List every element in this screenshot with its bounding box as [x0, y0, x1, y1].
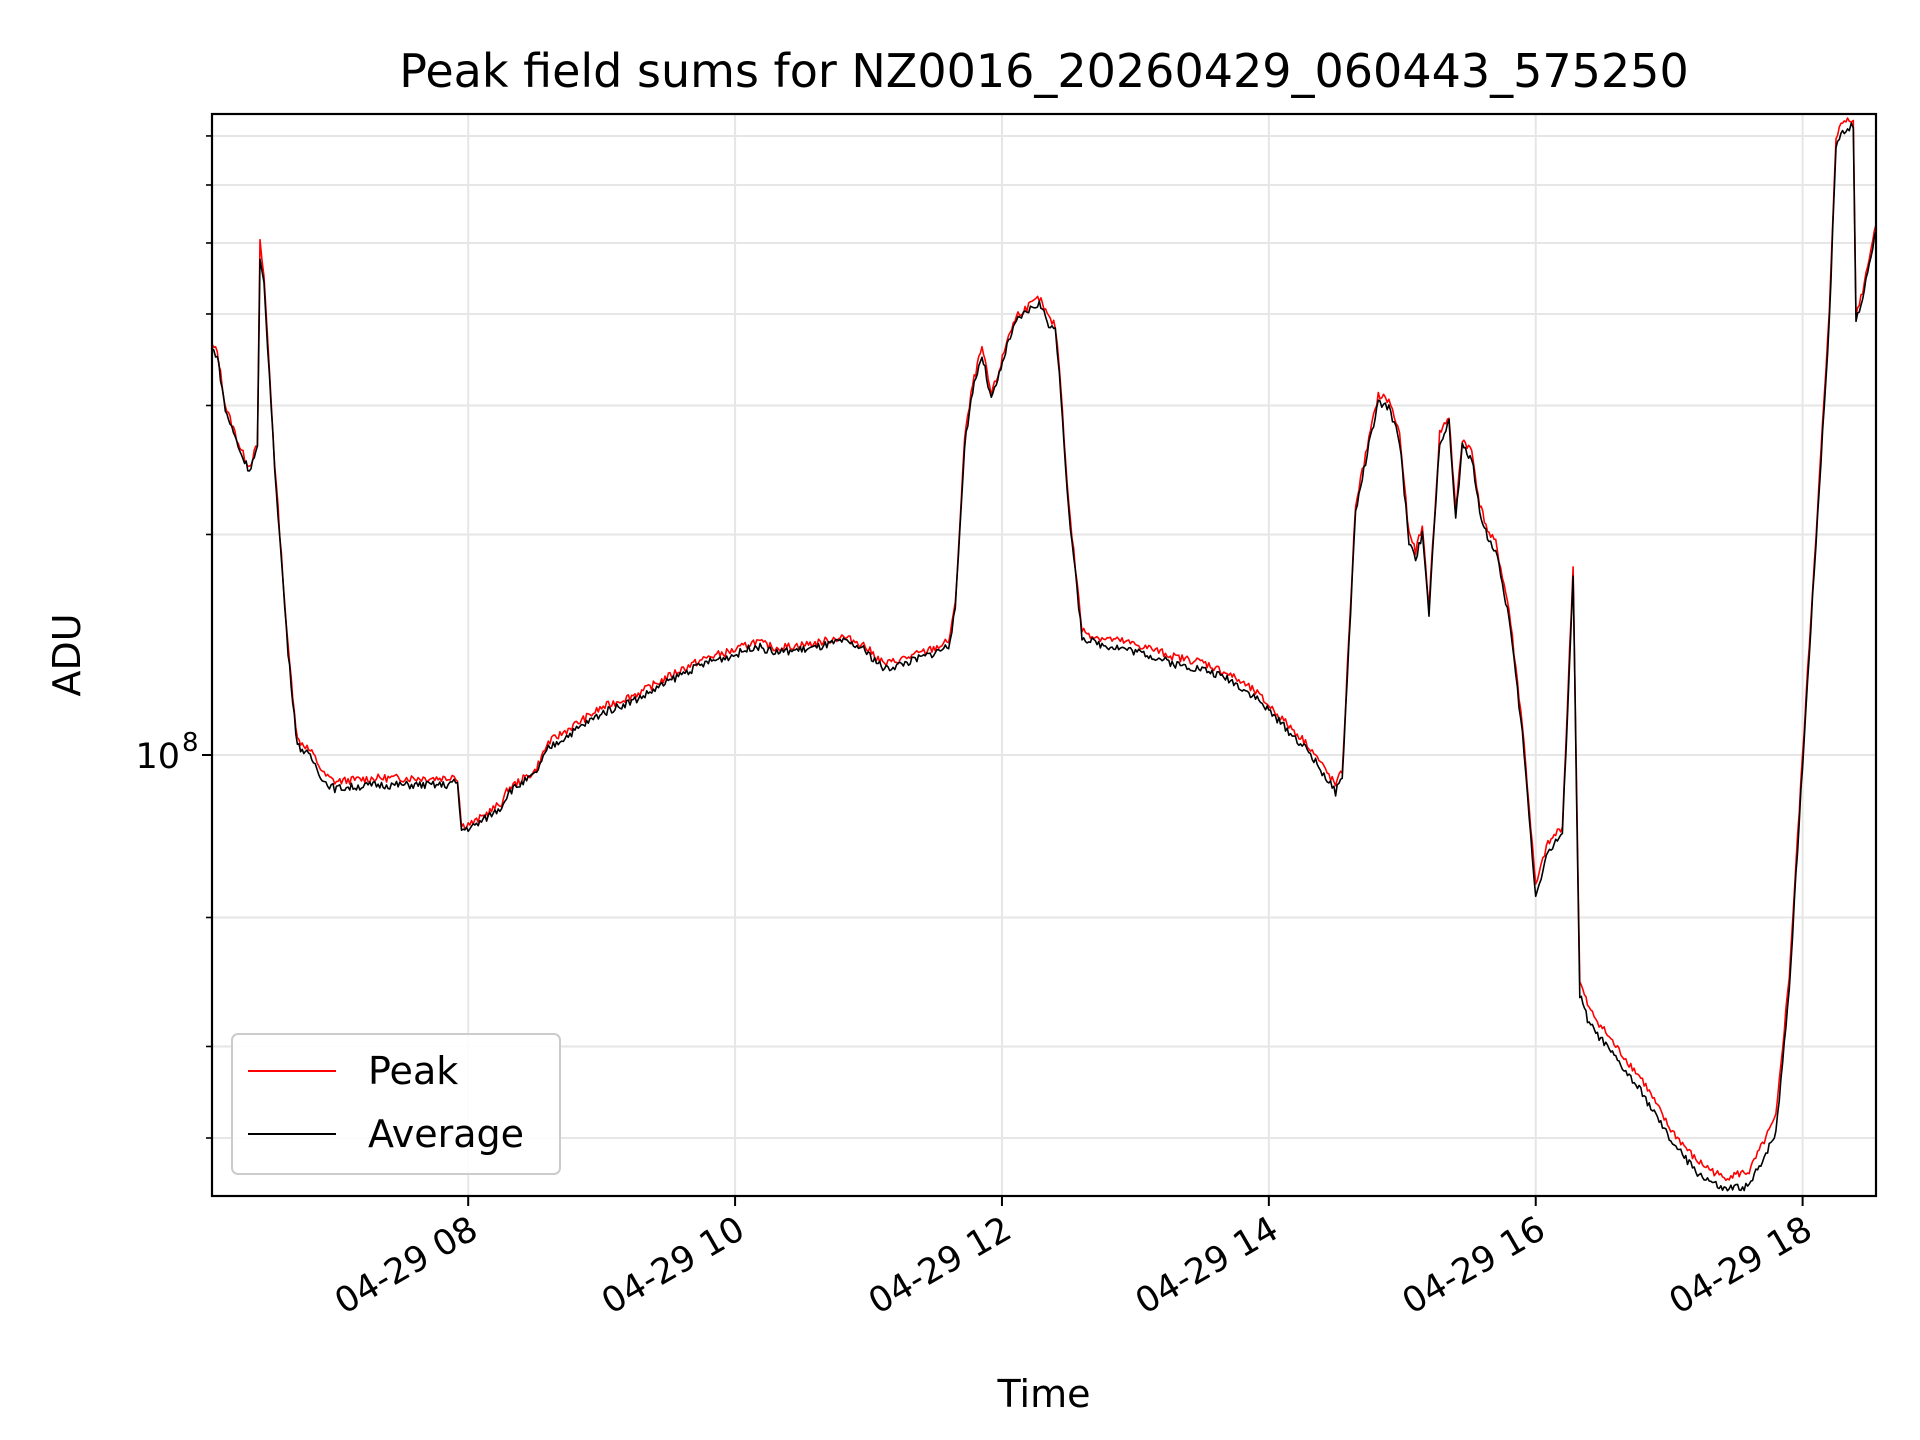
y-tick-exponent: 8 — [182, 728, 199, 758]
plot-frame — [210, 112, 1878, 1198]
legend-label-average: Average — [368, 1112, 524, 1156]
legend: Peak Average — [231, 1033, 561, 1175]
y-axis-label: ADU — [45, 613, 89, 696]
legend-label-peak: Peak — [368, 1049, 458, 1093]
chart-title: Peak field sums for NZ0016_20260429_0604… — [399, 44, 1688, 98]
series-line-peak — [212, 117, 1876, 1182]
x-axis-label: Time — [997, 1372, 1091, 1416]
grid-lines — [212, 114, 1876, 1196]
series-line-average — [212, 122, 1876, 1192]
y-tick-label: 10 — [135, 737, 180, 777]
series-lines — [212, 117, 1876, 1192]
y-axis-ticks: 10 8 — [135, 135, 212, 1139]
legend-box — [231, 1033, 561, 1175]
